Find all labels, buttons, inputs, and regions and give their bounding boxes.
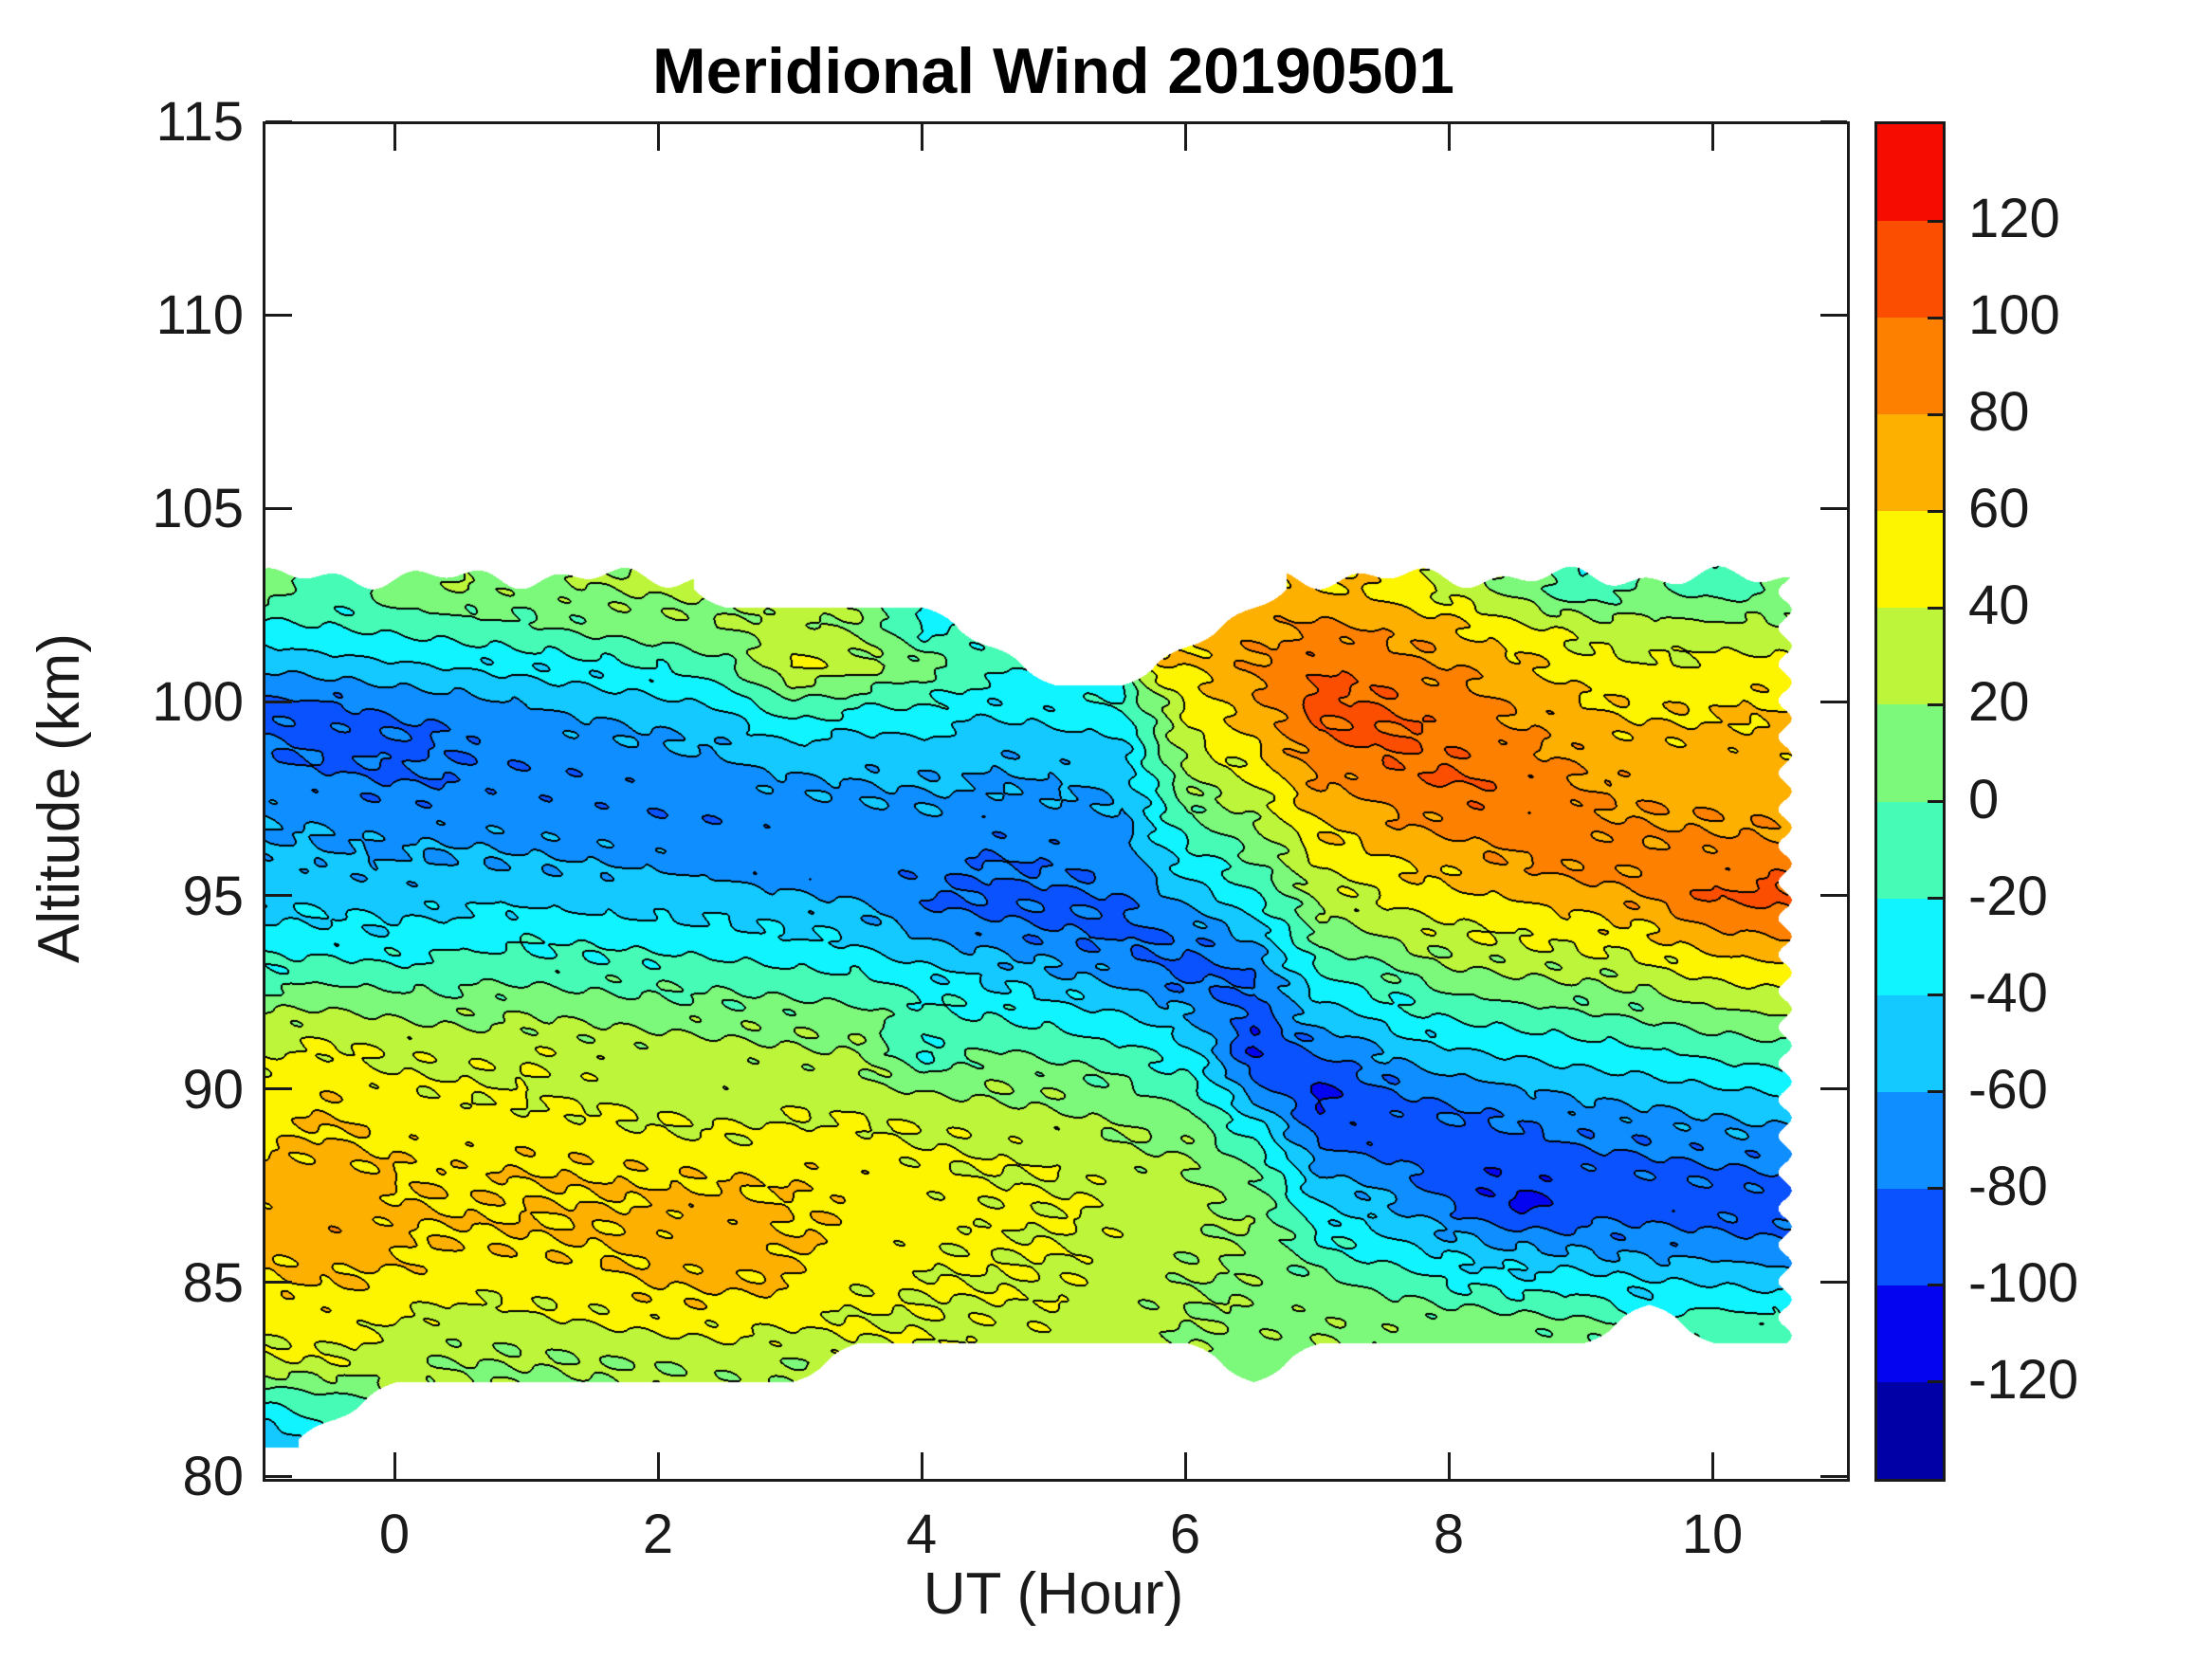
colorbar-tick-label: 100	[1968, 284, 2060, 347]
x-tick-label: 8	[1433, 1504, 1465, 1565]
colorbar-segment	[1877, 318, 1943, 415]
x-axis-tick	[920, 1452, 923, 1479]
x-axis-tick	[1447, 1452, 1451, 1479]
colorbar-segment	[1877, 124, 1943, 222]
colorbar-tick	[1928, 219, 1943, 223]
colorbar-tick	[1928, 1187, 1943, 1191]
colorbar-tick-label: -100	[1968, 1251, 2079, 1314]
y-tick-label: 90	[182, 1058, 244, 1121]
colorbar-tick	[1928, 1284, 1943, 1287]
x-axis-tick	[1710, 1452, 1714, 1479]
x-axis-tick	[1183, 1452, 1187, 1479]
y-axis-tick	[265, 1087, 292, 1091]
x-axis-tick	[656, 1452, 660, 1479]
y-axis-tick	[265, 506, 292, 510]
x-axis-tick-top	[920, 124, 923, 151]
colorbar-tick	[1928, 1380, 1943, 1384]
chart-title: Meridional Wind 20190501	[652, 35, 1454, 107]
colorbar-tick-label: -60	[1968, 1058, 2048, 1121]
y-tick-label: 105	[152, 478, 244, 540]
colorbar-tick	[1928, 702, 1943, 706]
y-axis-tick	[265, 119, 292, 123]
y-tick-label: 115	[155, 91, 244, 153]
colorbar-segment	[1877, 994, 1943, 1093]
y-axis-tick-right	[1820, 1474, 1847, 1478]
x-axis-tick-top	[1183, 124, 1187, 151]
y-tick-label: 100	[152, 671, 244, 734]
colorbar-segment	[1877, 414, 1943, 512]
x-tick-label: 0	[378, 1504, 411, 1565]
colorbar-tick	[1928, 897, 1943, 901]
x-tick-label: 6	[1169, 1504, 1201, 1565]
y-axis-tick-right	[1820, 1281, 1847, 1285]
colorbar-tick-label: -80	[1968, 1155, 2048, 1217]
y-axis-tick	[265, 700, 292, 703]
colorbar-tick-label: -20	[1968, 865, 2048, 927]
colorbar-segment	[1877, 1381, 1943, 1480]
x-axis-tick-top	[393, 124, 396, 151]
colorbar-tick	[1928, 1090, 1943, 1094]
colorbar-segment	[1877, 1091, 1943, 1190]
y-axis-tick-right	[1820, 1087, 1847, 1091]
x-tick-label: 4	[905, 1504, 938, 1565]
x-axis-tick-top	[1447, 124, 1451, 151]
x-tick-label: 2	[642, 1504, 674, 1565]
colorbar-tick-label: 80	[1968, 381, 2030, 444]
y-axis-tick-right	[1820, 894, 1847, 898]
colorbar-tick	[1928, 509, 1943, 513]
y-axis-tick-right	[1820, 506, 1847, 510]
y-axis-tick	[265, 1281, 292, 1285]
colorbar-tick-label: -40	[1968, 961, 2048, 1024]
y-axis-tick	[265, 313, 292, 317]
y-tick-label: 110	[155, 284, 244, 347]
colorbar-segment	[1877, 1188, 1943, 1286]
y-tick-label: 95	[182, 865, 244, 927]
colorbar-tick-label: 40	[1968, 574, 2030, 637]
colorbar-tick-label: 120	[1968, 188, 2060, 250]
colorbar-segment	[1877, 221, 1943, 319]
colorbar-tick	[1928, 994, 1943, 997]
colorbar-tick	[1928, 800, 1943, 803]
x-axis-tick-top	[656, 124, 660, 151]
colorbar-segment	[1877, 704, 1943, 802]
y-axis-tick-right	[1820, 119, 1847, 123]
colorbar-segment	[1877, 511, 1943, 609]
y-axis-label: Altitude (km)	[27, 633, 92, 963]
colorbar-tick	[1928, 316, 1943, 319]
x-axis-tick-top	[1710, 124, 1714, 151]
x-tick-label: 10	[1681, 1504, 1744, 1565]
contour-field-canvas	[265, 124, 1847, 1479]
y-axis-tick	[265, 894, 292, 898]
colorbar-tick-label: 60	[1968, 478, 2030, 540]
colorbar-tick-label: 20	[1968, 671, 2030, 734]
y-axis-tick-right	[1820, 313, 1847, 317]
colorbar-tick	[1928, 412, 1943, 416]
colorbar-tick-label: 0	[1968, 768, 2000, 830]
plot-axes-box	[263, 121, 1850, 1482]
colorbar-segment	[1877, 608, 1943, 705]
colorbar-segment	[1877, 1285, 1943, 1383]
colorbar-tick-label: -120	[1968, 1348, 2079, 1411]
colorbar	[1874, 121, 1946, 1482]
y-axis-tick	[265, 1474, 292, 1478]
y-tick-label: 80	[182, 1446, 244, 1507]
colorbar-segment	[1877, 801, 1943, 900]
colorbar-segment	[1877, 898, 1943, 996]
x-axis-tick	[393, 1452, 396, 1479]
y-axis-tick-right	[1820, 700, 1847, 703]
colorbar-tick	[1928, 606, 1943, 610]
x-axis-label: UT (Hour)	[923, 1561, 1184, 1627]
y-tick-label: 85	[182, 1251, 244, 1314]
